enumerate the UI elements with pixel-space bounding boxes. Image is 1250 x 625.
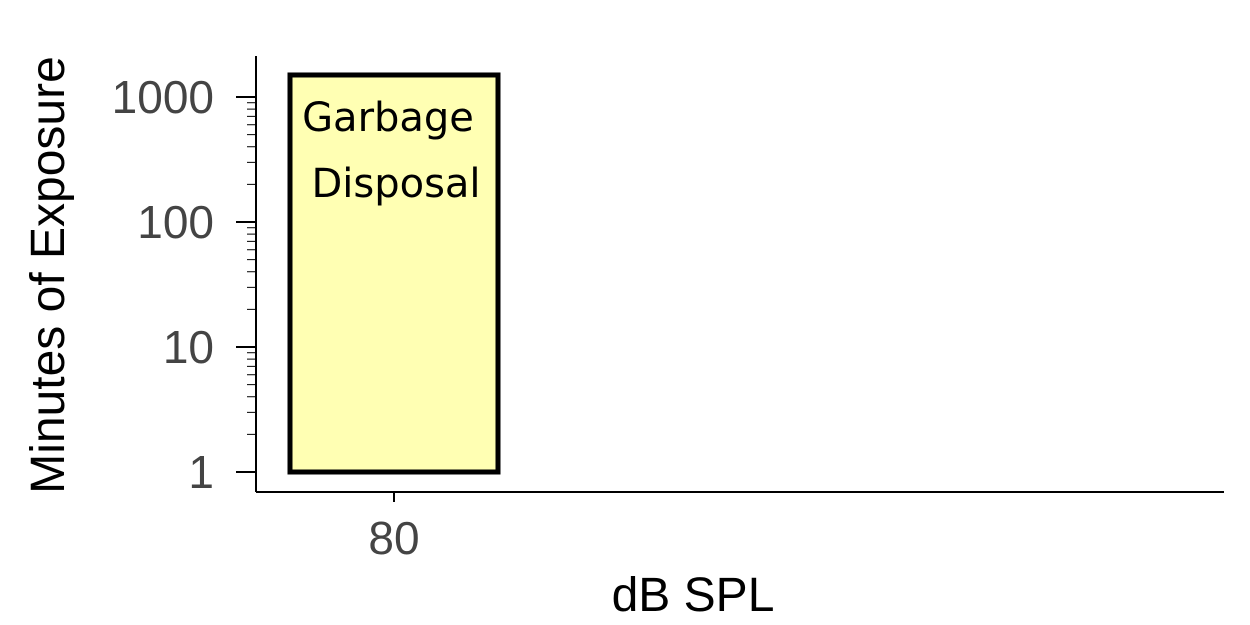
y-axis-title: Minutes of Exposure bbox=[22, 56, 75, 494]
bar-label: Disposal bbox=[311, 161, 480, 207]
x-tick-label: 80 bbox=[368, 512, 419, 564]
bar bbox=[287, 72, 501, 475]
bar-label: Garbage bbox=[302, 95, 474, 141]
y-axis: 1 10 100 1000 bbox=[112, 56, 257, 498]
y-tick-label: 100 bbox=[137, 196, 214, 248]
x-axis: 80 bbox=[256, 491, 1224, 564]
y-tick-label: 10 bbox=[163, 321, 214, 373]
bars: Garbage Disposal bbox=[287, 72, 501, 475]
y-tick-label: 1 bbox=[188, 446, 214, 498]
y-tick-label: 1000 bbox=[112, 71, 214, 123]
x-axis-title: dB SPL bbox=[612, 569, 775, 622]
